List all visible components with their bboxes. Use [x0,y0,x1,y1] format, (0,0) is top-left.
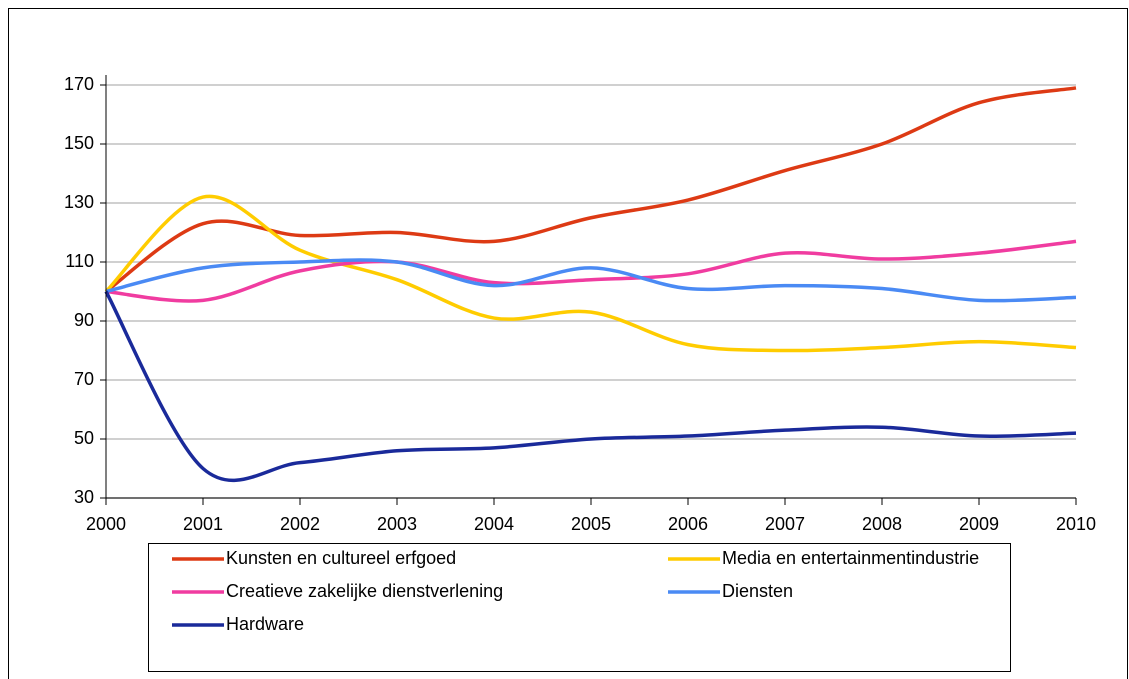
legend-label: Diensten [722,581,793,601]
x-tick-label: 2009 [959,514,999,534]
legend-label: Kunsten en cultureel erfgoed [226,548,456,568]
y-tick-label: 30 [74,487,94,507]
x-tick-label: 2008 [862,514,902,534]
y-tick-label: 70 [74,369,94,389]
y-tick-label: 170 [64,74,94,94]
x-tick-label: 2010 [1056,514,1096,534]
legend-box [148,543,1011,672]
x-tick-label: 2007 [765,514,805,534]
series-line [104,290,1077,482]
axes: 30 50 70 90 110 130 150 170 2000 2001 2002 2003 2004… [64,74,1096,534]
legend-label: Hardware [226,614,304,634]
x-tick-label: 2004 [474,514,514,534]
x-tick-label: 2002 [280,514,320,534]
series-line [104,194,1077,353]
lines [104,86,1077,482]
legend-label: Creatieve zakelijke dienstverlening [226,581,503,601]
x-tick-label: 2001 [183,514,223,534]
y-tick-label: 130 [64,192,94,212]
x-tick-label: 2005 [571,514,611,534]
y-tick-label: 110 [65,251,94,271]
y-tick-label: 90 [74,310,94,330]
legend-label: Media en entertainmentindustrie [722,548,979,568]
y-tick-label: 50 [74,428,94,448]
series-line [105,258,1077,303]
y-tick-label: 150 [64,133,94,153]
series-line [104,86,1077,293]
x-tick-label: 2006 [668,514,708,534]
x-tick-label: 2003 [377,514,417,534]
legend: Kunsten en cultureel erfgoed Media en ent… [172,548,979,634]
series-line [105,239,1077,303]
x-tick-label: 2000 [86,514,126,534]
